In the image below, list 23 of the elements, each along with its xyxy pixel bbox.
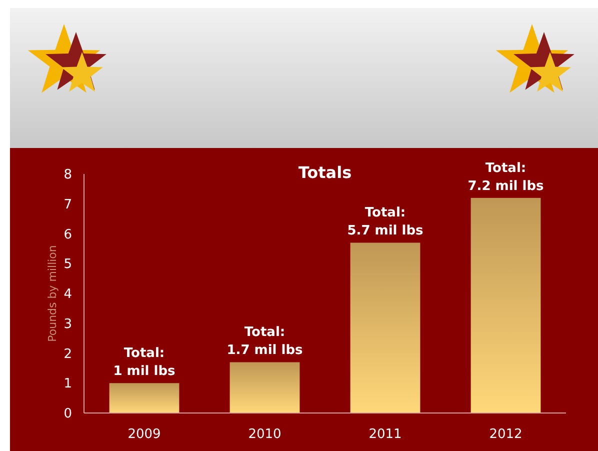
y-tick-label: 7 <box>64 197 72 212</box>
y-tick-label: 4 <box>64 287 72 302</box>
chart-title: Totals <box>298 163 352 182</box>
y-tick-label: 0 <box>64 406 72 422</box>
bar <box>350 242 420 413</box>
bar <box>109 383 180 413</box>
x-tick-label: 2009 <box>128 427 161 442</box>
y-axis-title: Pounds by million <box>46 245 59 342</box>
bar <box>470 198 541 413</box>
x-tick-label: 2011 <box>368 427 402 442</box>
y-tick-label: 8 <box>64 168 72 183</box>
x-tick-label: 2012 <box>489 427 522 442</box>
x-tick-label: 2010 <box>248 427 282 442</box>
y-tick-label: 6 <box>64 227 72 242</box>
data-label: Total: 5.7 mil lbs <box>347 206 424 239</box>
y-tick-label: 3 <box>64 316 72 332</box>
data-label: Total: 7.2 mil lbs <box>468 160 544 194</box>
data-label: Total: 1.7 mil lbs <box>226 325 304 358</box>
y-tick-label: 1 <box>64 376 72 392</box>
y-tick-label: 5 <box>64 257 72 272</box>
y-tick-label: 2 <box>64 346 72 362</box>
data-label: Total: 1 mil lbs <box>113 346 176 380</box>
bar <box>230 362 300 413</box>
